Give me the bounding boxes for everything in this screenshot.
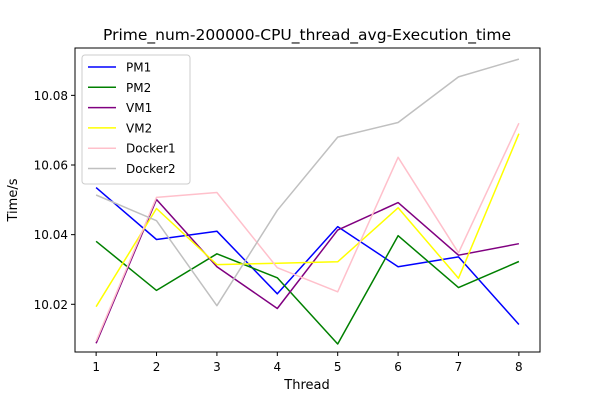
- y-tick-label: 10.04: [34, 228, 68, 242]
- series-line-docker1: [95, 122, 520, 342]
- x-axis-label: Thread: [283, 378, 329, 393]
- x-tick-label: 7: [455, 360, 463, 374]
- y-axis-label: Time/s: [6, 178, 21, 222]
- x-tick-label: 4: [273, 360, 281, 374]
- plot-frame: [74, 47, 541, 353]
- legend-label-pm2: PM2: [126, 81, 151, 95]
- x-tick-label: 5: [334, 360, 342, 374]
- series-line-vm1: [95, 198, 520, 344]
- plot-series: [95, 58, 520, 345]
- series-line-vm2: [95, 133, 520, 308]
- x-tick-label: 8: [515, 360, 523, 374]
- y-axis: 10.02 10.04 10.06 10.08: [34, 89, 75, 312]
- series-line-pm2: [95, 234, 520, 345]
- legend-label-pm1: PM1: [126, 61, 151, 75]
- y-tick-label: 10.02: [34, 298, 68, 312]
- series-line-pm1: [95, 187, 520, 325]
- x-tick-label: 3: [213, 360, 221, 374]
- y-tick-label: 10.06: [34, 159, 68, 173]
- series-line-docker2: [95, 58, 520, 307]
- chart-title: Prime_num-200000-CPU_thread_avg-Executio…: [103, 26, 511, 45]
- x-axis: 1 2 3 4 5 6 7 8: [92, 352, 523, 374]
- y-tick-label: 10.08: [34, 89, 68, 103]
- legend-label-docker2: Docker2: [126, 162, 176, 176]
- x-tick-label: 2: [153, 360, 161, 374]
- legend: PM1 PM2 VM1 VM2 Docker1 Docker2: [81, 54, 191, 185]
- legend-label-vm2: VM2: [126, 121, 152, 135]
- x-tick-label: 1: [92, 360, 100, 374]
- legend-label-vm1: VM1: [126, 101, 152, 115]
- x-tick-label: 6: [394, 360, 402, 374]
- legend-label-docker1: Docker1: [126, 142, 176, 156]
